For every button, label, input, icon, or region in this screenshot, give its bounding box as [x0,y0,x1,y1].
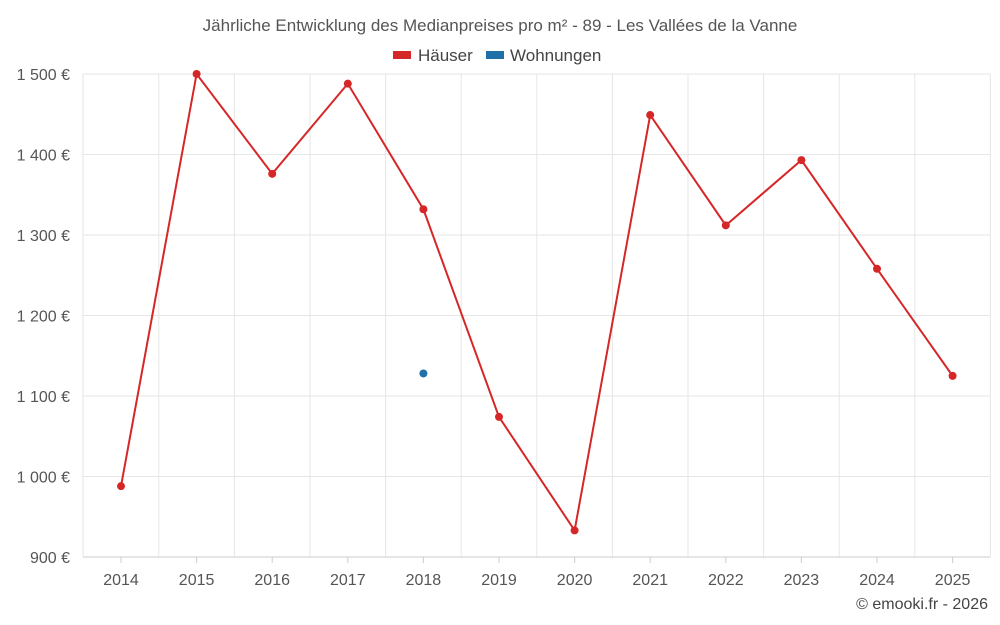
chart-title: Jährliche Entwicklung des Medianpreises … [203,16,798,35]
x-tick-label: 2023 [784,572,820,589]
data-point-haeuser[interactable] [873,264,881,273]
x-tick-label: 2018 [406,572,442,589]
data-point-haeuser[interactable] [192,70,201,78]
legend-swatch-wohnungen [486,51,504,59]
grid [82,73,991,557]
y-tick-label: 1 300 € [17,228,70,245]
legend-swatch-haeuser [393,51,411,59]
series [117,70,957,535]
legend-item-haeuser[interactable]: Häuser [393,46,473,65]
legend-label-wohnungen: Wohnungen [510,46,601,65]
y-tick-label: 1 500 € [17,67,70,84]
series-line-haeuser [120,71,954,534]
y-tick-label: 1 000 € [17,470,70,487]
data-point-wohnungen[interactable] [419,369,428,378]
data-point-haeuser[interactable] [268,169,277,178]
x-tick-label: 2014 [103,572,139,589]
data-point-haeuser[interactable] [495,412,503,421]
x-tick-label: 2024 [859,572,895,589]
x-tick-label: 2021 [632,572,668,589]
x-tick-label: 2016 [254,572,290,589]
y-tick-label: 1 100 € [17,389,70,406]
legend-label-haeuser: Häuser [418,46,473,65]
y-tick-label: 1 400 € [17,148,70,165]
x-tick-label: 2022 [708,572,744,589]
data-point-haeuser[interactable] [570,526,579,535]
y-tick-label: 1 200 € [17,309,70,326]
legend-item-wohnungen[interactable]: Wohnungen [486,46,601,65]
legend: Häuser Wohnungen [393,46,601,65]
credit-text: © emooki.fr - 2026 [856,596,988,613]
x-tick-label: 2025 [935,572,971,589]
data-point-haeuser[interactable] [721,221,730,230]
x-tick-label: 2017 [330,572,366,589]
data-point-haeuser[interactable] [419,205,428,214]
x-tick-label: 2015 [179,572,215,589]
data-point-haeuser[interactable] [646,111,655,120]
x-tick-label: 2019 [481,572,517,589]
y-tick-label: 900 € [30,550,70,567]
x-tick-label: 2020 [557,572,593,589]
data-point-haeuser[interactable] [797,156,806,165]
data-point-haeuser[interactable] [117,482,125,491]
data-point-haeuser[interactable] [948,371,957,380]
data-point-haeuser[interactable] [343,79,352,88]
axes: 900 € 1 000 € 1 100 € 1 200 € 1 300 € 1 400 €… [17,67,990,589]
